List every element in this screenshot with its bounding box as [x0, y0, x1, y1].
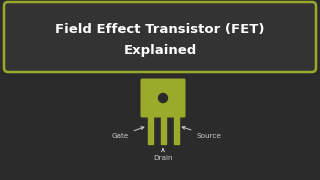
Bar [173, 116, 179, 144]
FancyBboxPatch shape [140, 78, 186, 118]
FancyBboxPatch shape [4, 2, 316, 72]
Text: Drain: Drain [153, 149, 173, 161]
Circle shape [158, 93, 167, 102]
Text: Gate: Gate [111, 127, 144, 139]
Bar [161, 116, 165, 144]
Text: Field Effect Transistor (FET): Field Effect Transistor (FET) [55, 23, 265, 36]
Text: Explained: Explained [124, 44, 196, 57]
Text: Source: Source [182, 127, 221, 139]
Bar [148, 116, 153, 144]
